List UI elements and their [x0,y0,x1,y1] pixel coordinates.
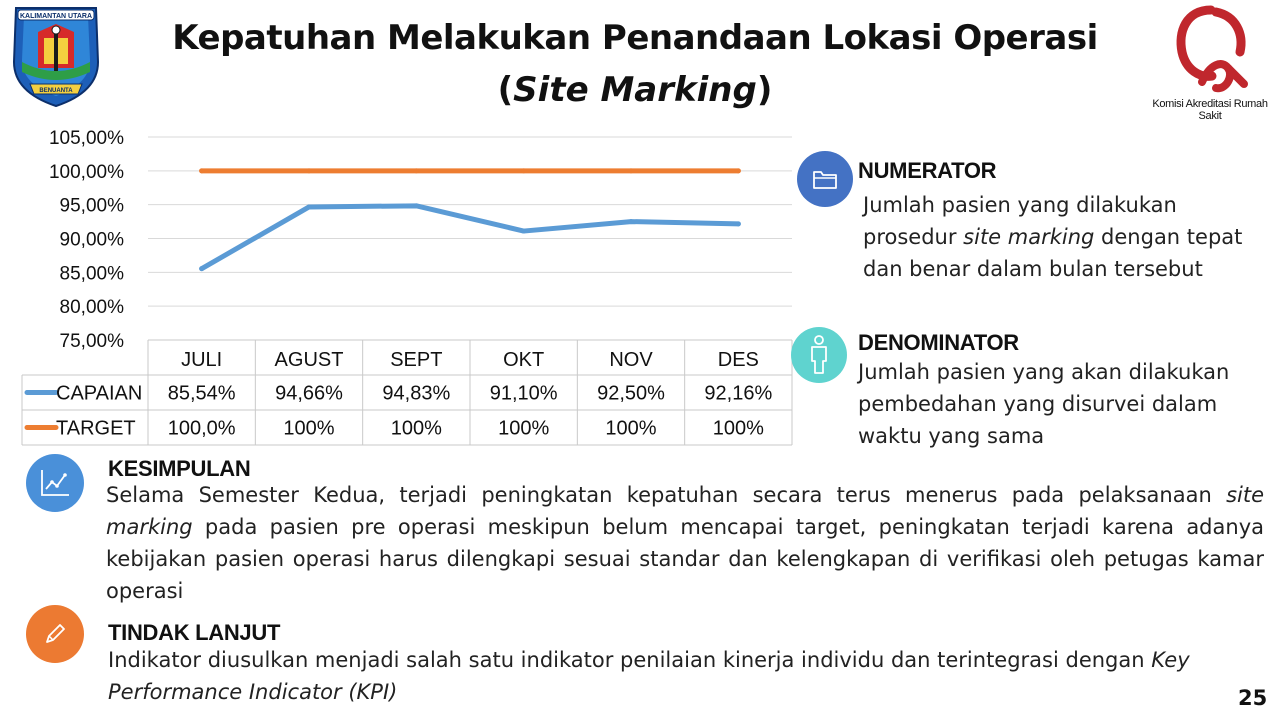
data-point [306,204,312,210]
folder-icon [813,171,837,189]
tindak-lanjut-text-a: Indikator diusulkan menjadi salah satu i… [108,648,1152,672]
tindak-lanjut-badge [26,605,84,663]
tindak-lanjut-heading: TINDAK LANJUT [108,620,281,645]
subtitle-open: ( [497,70,514,110]
page-subtitle: (Site Marking) [160,70,1110,110]
data-label: 85,54% [168,383,236,405]
legend-label-capaian: CAPAIAN [56,383,142,405]
y-axis-ticks: 75,00% 80,00% 85,00% 90,00% 95,00% 100,00% 105… [49,128,124,352]
page-number: 25 [1238,686,1268,710]
y-tick-label: 85,00% [60,263,125,284]
data-label: 100% [605,418,656,440]
data-label: 100% [391,418,442,440]
kesimpulan-text-a: Selama Semester Kedua, terjadi peningkat… [106,483,1227,507]
data-label: 94,66% [275,383,343,405]
data-point [521,228,527,234]
x-category-label: AGUST [275,349,344,371]
data-label: 100% [498,418,549,440]
pencil-icon [46,624,65,643]
y-tick-label: 75,00% [60,331,125,352]
numerator-text: Jumlah pasien yang dilakukan prosedur si… [863,189,1263,285]
data-label: 91,10% [490,383,558,405]
data-point [628,219,634,225]
x-category-label: JULI [181,349,222,371]
x-category-label: OKT [503,349,544,371]
y-tick-label: 80,00% [60,297,125,318]
chart-series [199,168,741,272]
y-tick-label: 95,00% [60,196,125,217]
person-icon [811,335,827,374]
denominator-text: Jumlah pasien yang akan dilakukan pembed… [858,360,1230,448]
line-chart: 75,00% 80,00% 85,00% 90,00% 95,00% 100,00% 105… [21,128,793,446]
y-tick-label: 100,00% [49,162,124,183]
y-tick-label: 105,00% [49,128,124,149]
numerator-badge [797,151,853,207]
data-point [413,168,419,174]
data-label: 92,16% [704,383,772,405]
data-label: 94,83% [382,383,450,405]
data-label: 100% [283,418,334,440]
y-tick-label: 90,00% [60,230,125,251]
kars-caption: Komisi Akreditasi Rumah Sakit [1152,98,1268,122]
data-point [306,168,312,174]
data-point [199,266,205,272]
tindak-lanjut-text-italic: Key Performance Indicator (KPI) [108,648,1190,704]
subtitle-italic: Site Marking [513,70,757,110]
numerator-heading: NUMERATOR [858,158,997,183]
kesimpulan-text-b: pada pasien pre operasi meskipun belum m… [106,515,1264,603]
tindak-lanjut-text: Indikator diusulkan menjadi salah satu i… [108,644,1258,708]
kesimpulan-heading: KESIMPULAN [108,456,251,481]
data-point [521,168,527,174]
emblem-bottom-text: BENUANTA [39,88,73,94]
x-category-label: SEPT [390,349,442,371]
data-point [735,221,741,227]
kesimpulan-text-italic: site marking [106,483,1264,539]
page-title: Kepatuhan Melakukan Penandaan Lokasi Ope… [172,18,1098,58]
kars-logo [1176,5,1248,93]
numerator-text-italic: site marking [963,225,1095,249]
x-category-label: NOV [609,349,653,371]
data-label: 92,50% [597,383,665,405]
chart-icon [41,470,69,496]
subtitle-close: ) [756,70,773,110]
emblem-top-text: KALIMANTAN UTARA [20,13,92,20]
kaltara-emblem-logo: KALIMANTAN UTARA BENUANTA [12,7,100,108]
data-point [413,203,419,209]
kesimpulan-text: Selama Semester Kedua, terjadi peningkat… [106,479,1264,607]
data-label: 100,0% [168,418,236,440]
data-label: 100% [713,418,764,440]
legend-label-target: TARGET [56,418,136,440]
x-category-label: DES [718,349,759,371]
data-table: JULI AGUST SEPT OKT NOV DES CAPAIAN 85,54% 94,66… [21,339,793,446]
denominator-badge [791,327,847,383]
numerator-text-b: dengan tepat dan benar dalam bulan terse… [863,225,1243,281]
series-line-capaian [199,203,741,272]
data-point [628,168,634,174]
kesimpulan-badge [26,454,84,512]
data-point [199,168,205,174]
denominator-heading: DENOMINATOR [858,330,1019,355]
data-point [735,168,741,174]
numerator-text-a: Jumlah pasien yang dilakukan prosedur [863,193,1177,249]
